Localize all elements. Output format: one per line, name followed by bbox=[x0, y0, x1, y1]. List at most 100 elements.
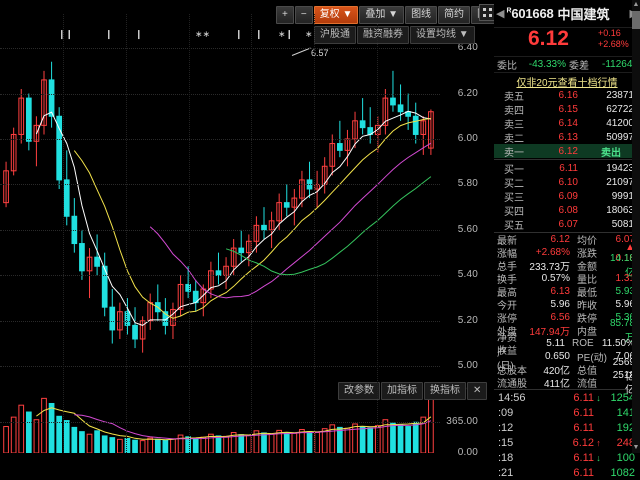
price-gridline bbox=[0, 275, 440, 277]
tick-time: :21 bbox=[498, 466, 514, 479]
tick-row[interactable]: 14:56 6.11 ↓ 1254 bbox=[494, 390, 640, 405]
sell-button-row[interactable]: 卖一 6.12 卖出 bbox=[494, 144, 640, 159]
bid-book[interactable]: 买一 6.11 19423 买二 6.10 21097 买三 6.09 9991 买四 6.08 18… bbox=[494, 161, 640, 232]
stat-value: 6.56 bbox=[550, 312, 570, 323]
chart-toolbar-top[interactable]: +−复权 ▼叠加 ▼图线简约隐藏 ▸▸ bbox=[276, 6, 516, 24]
vertical-scrollbar[interactable]: ▲ ▼ bbox=[632, 0, 640, 453]
scroll-up-arrow[interactable]: ▲ bbox=[632, 1, 640, 8]
book-price: 6.07 bbox=[558, 218, 578, 230]
stat-value: 5.96 bbox=[615, 299, 635, 310]
book-level-label: 卖三 bbox=[504, 119, 524, 131]
tick-row[interactable]: :15 6.12 ↑ 248 bbox=[494, 435, 640, 450]
stat-row: 换手 0.57% 量比 1.31 bbox=[494, 272, 640, 286]
order-book-row[interactable]: 卖二 6.13 50997 bbox=[494, 130, 640, 145]
order-book-row[interactable]: 卖五 6.16 23871 bbox=[494, 88, 640, 103]
tick-time: :15 bbox=[498, 436, 514, 449]
time-and-sales-list[interactable]: 14:56 6.11 ↓ 1254:09 6.11 141:12 6.11 192:15 6.1… bbox=[494, 390, 640, 480]
symbol-superscript: R bbox=[506, 7, 512, 15]
news-marker-icon[interactable]: ❙ bbox=[135, 29, 143, 39]
tick-time: :09 bbox=[498, 406, 514, 419]
order-book-row[interactable]: 买二 6.10 21097 bbox=[494, 175, 640, 190]
stat-label: 金额 bbox=[577, 262, 597, 273]
tick-row[interactable]: :21 6.11 1082 bbox=[494, 465, 640, 480]
order-book-row[interactable]: 买五 6.07 5081 bbox=[494, 217, 640, 232]
simple-view-button[interactable]: 简约 bbox=[438, 6, 471, 24]
overlay-dropdown[interactable]: 叠加 ▼ bbox=[359, 6, 405, 24]
set-ma-dropdown[interactable]: 设置均线 ▼ bbox=[410, 26, 475, 44]
stat-row: 总手 233.73万 金额 14.18亿 bbox=[494, 253, 640, 279]
book-quantity: 62722 bbox=[606, 103, 634, 115]
book-price: 6.12 bbox=[558, 145, 578, 157]
book-price: 6.14 bbox=[558, 117, 578, 129]
stat-row: 收益(日) 0.650 PE(动) 7.06 bbox=[494, 346, 640, 372]
candlestick-chart[interactable] bbox=[0, 14, 440, 389]
news-marker-icon[interactable]: ∗❙ bbox=[278, 29, 294, 39]
news-marker-icon[interactable]: ❙ bbox=[255, 29, 263, 39]
add-indicator-button[interactable]: 加指标 bbox=[381, 382, 423, 400]
arrow-up-icon: ↑ bbox=[596, 437, 601, 448]
promo-link[interactable]: 仅非20元查看十档行情 bbox=[516, 78, 618, 89]
book-quantity: 5081 bbox=[611, 218, 634, 230]
news-marker-icon[interactable]: ❙ bbox=[105, 29, 113, 39]
stat-value: 7.06 bbox=[615, 351, 635, 362]
order-book-row[interactable]: 买三 6.09 9991 bbox=[494, 189, 640, 204]
news-marker-icon[interactable]: ❙❙ bbox=[58, 29, 74, 39]
order-book-row[interactable]: 买四 6.08 18063 bbox=[494, 203, 640, 218]
order-book-row[interactable]: 卖三 6.14 41200 bbox=[494, 116, 640, 131]
stat-value: 5.36 bbox=[615, 312, 635, 323]
stat-value: 6.13 bbox=[550, 286, 570, 297]
stat-row: 最新 6.12 均价 6.07 bbox=[494, 233, 640, 247]
stat-row: 涨停 6.56 跌停 5.36 bbox=[494, 311, 640, 325]
order-book-row[interactable]: 买一 6.11 19423 bbox=[494, 161, 640, 176]
news-marker-icon[interactable]: ∗∗ bbox=[195, 29, 211, 39]
margin-trading-button[interactable]: 融资融券 bbox=[357, 26, 409, 44]
news-marker-icon[interactable]: ∗ bbox=[305, 29, 313, 39]
book-level-label: 买二 bbox=[504, 178, 524, 190]
tick-row[interactable]: :18 6.11 ↓ 100 bbox=[494, 450, 640, 465]
stat-row: 涨幅 +2.68% 涨跌 ▲ 0.16 bbox=[494, 242, 640, 264]
book-quantity: 18063 bbox=[606, 204, 634, 216]
price-chart-pane[interactable] bbox=[0, 14, 480, 389]
chart-toolbar-sub[interactable]: 沪股通 融资融券 设置均线 ▼ bbox=[314, 26, 475, 44]
change-params-button[interactable]: 改参数 bbox=[338, 382, 380, 400]
sell-button-label[interactable]: 卖出 bbox=[601, 147, 621, 159]
indicator-toolbar[interactable]: 改参数 加指标 换指标 ✕ bbox=[338, 382, 488, 400]
price-axis-tick: 5.00 bbox=[457, 360, 478, 372]
chart-area[interactable]: ❙❙❙❙∗∗❙❙∗❙∗❙❙∗❙ 6.57 6.406.206.005.805.6… bbox=[0, 0, 516, 458]
ask-book[interactable]: 卖五 6.16 23871 卖四 6.15 62722 卖三 6.14 41200 卖二 6.13 5… bbox=[494, 88, 640, 159]
vertical-gridline bbox=[62, 14, 64, 453]
price-axis-tick: 6.20 bbox=[457, 87, 478, 99]
tick-volume: 141 bbox=[616, 406, 635, 419]
zoom-out-button[interactable]: − bbox=[294, 6, 313, 24]
stat-row: 最高 6.13 最低 5.93 bbox=[494, 285, 640, 299]
symbol-header: ◀ R601668 中国建筑 ▶ bbox=[494, 0, 640, 28]
tick-row[interactable]: :12 6.11 192 bbox=[494, 420, 640, 435]
stat-label: 最高 bbox=[497, 288, 517, 299]
order-book-row[interactable]: 卖四 6.15 62722 bbox=[494, 102, 640, 117]
book-level-label: 卖五 bbox=[504, 91, 524, 103]
scroll-down-arrow[interactable]: ▼ bbox=[632, 444, 640, 451]
adjust-price-dropdown[interactable]: 复权 ▼ bbox=[313, 6, 359, 24]
news-marker-icon[interactable]: ❙ bbox=[235, 29, 243, 39]
price-axis-tick: 5.60 bbox=[457, 223, 478, 235]
last-price: 6.12 bbox=[528, 27, 569, 50]
drawing-tools-button[interactable]: 图线 bbox=[405, 6, 438, 24]
scrollbar-thumb[interactable] bbox=[632, 11, 640, 29]
diff-label: 委差 bbox=[569, 61, 589, 72]
close-indicator-button[interactable]: ✕ bbox=[467, 382, 488, 400]
hk-connect-button[interactable]: 沪股通 bbox=[314, 26, 356, 44]
stat-label: 内盘 bbox=[577, 327, 597, 338]
prev-symbol-arrow[interactable]: ◀ bbox=[496, 8, 505, 20]
stat-label: 今开 bbox=[497, 301, 517, 312]
stat-row: 今开 5.96 昨收 5.96 bbox=[494, 298, 640, 312]
promo-banner[interactable]: 仅非20元查看十档行情 bbox=[494, 73, 640, 89]
stat-label: 收益(日) bbox=[497, 345, 517, 372]
stat-value: 0.650 bbox=[544, 351, 570, 362]
tick-row[interactable]: :09 6.11 141 bbox=[494, 405, 640, 420]
zoom-in-button[interactable]: + bbox=[276, 6, 294, 24]
ratio-label: 委比 bbox=[497, 61, 517, 72]
stat-label: PE(动) bbox=[577, 353, 607, 364]
book-level-label: 买五 bbox=[504, 220, 524, 232]
switch-indicator-button[interactable]: 换指标 bbox=[424, 382, 466, 400]
stat-value: 85.78万 bbox=[609, 317, 635, 344]
